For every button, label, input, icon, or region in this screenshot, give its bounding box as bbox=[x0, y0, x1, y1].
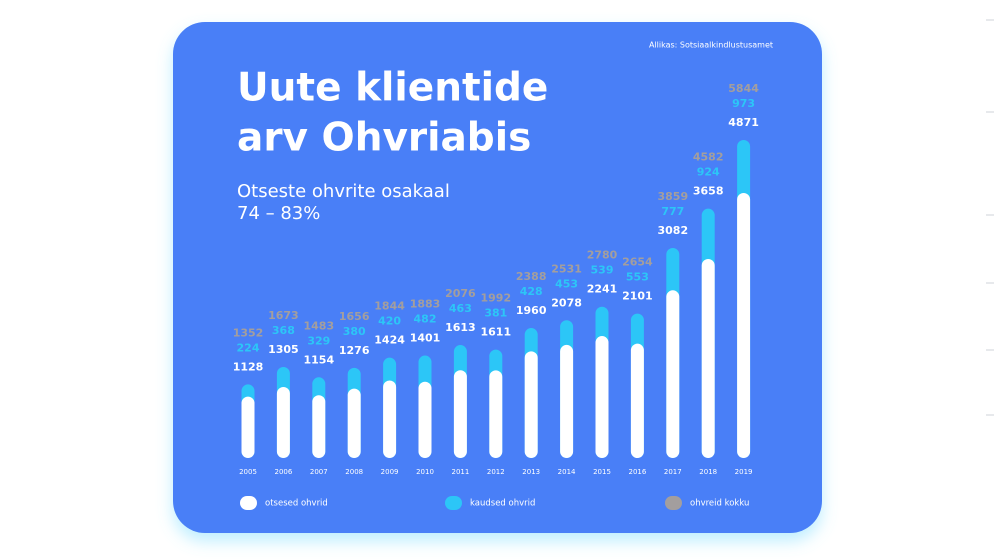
legend-label: ohvreid kokku bbox=[690, 499, 749, 509]
data-label: 2780 bbox=[587, 249, 618, 262]
x-tick-label: 2006 bbox=[274, 468, 292, 476]
data-label: 1154 bbox=[303, 353, 334, 366]
side-ticks bbox=[986, 19, 994, 416]
bar-segment bbox=[666, 290, 680, 458]
bar-segment bbox=[383, 380, 397, 458]
data-label: 1844 bbox=[374, 300, 405, 313]
data-label: 2654 bbox=[622, 256, 653, 269]
data-label: 1611 bbox=[480, 326, 511, 339]
subtitle: Otseste ohvrite osakaal bbox=[237, 181, 450, 202]
x-tick-label: 2012 bbox=[487, 468, 505, 476]
data-label: 1305 bbox=[268, 343, 299, 356]
data-label: 4871 bbox=[728, 116, 759, 129]
data-label: 2241 bbox=[587, 283, 618, 296]
data-label: 1883 bbox=[410, 298, 441, 311]
legend-swatch bbox=[240, 496, 257, 510]
data-label: 553 bbox=[626, 271, 649, 284]
data-label: 482 bbox=[414, 313, 437, 326]
bar-segment bbox=[276, 386, 290, 458]
data-label: 380 bbox=[343, 325, 366, 338]
x-tick-label: 2017 bbox=[664, 468, 682, 476]
bar-segment bbox=[453, 370, 467, 458]
data-label: 368 bbox=[272, 324, 295, 337]
x-tick-label: 2008 bbox=[345, 468, 363, 476]
data-label: 463 bbox=[449, 302, 472, 315]
chart-title: arv Ohvriabis bbox=[237, 116, 531, 161]
data-label: 539 bbox=[591, 264, 614, 277]
bar-segment bbox=[701, 258, 715, 458]
data-label: 3658 bbox=[693, 185, 724, 198]
data-label: 381 bbox=[484, 307, 507, 320]
bar-segment bbox=[347, 388, 361, 458]
legend-label: kaudsed ohvrid bbox=[470, 499, 535, 509]
legend-label: otsesed ohvrid bbox=[265, 499, 328, 509]
data-label: 420 bbox=[378, 315, 401, 328]
x-tick-label: 2013 bbox=[522, 468, 540, 476]
data-label: 1424 bbox=[374, 334, 405, 347]
x-tick-label: 2010 bbox=[416, 468, 434, 476]
data-label: 2531 bbox=[551, 262, 582, 275]
data-label: 2101 bbox=[622, 290, 653, 303]
data-label: 2078 bbox=[551, 296, 582, 309]
x-tick-label: 2015 bbox=[593, 468, 611, 476]
data-label: 1128 bbox=[233, 360, 264, 373]
x-tick-label: 2011 bbox=[451, 468, 469, 476]
data-label: 1992 bbox=[480, 292, 511, 305]
data-label: 777 bbox=[661, 205, 684, 218]
data-label: 3859 bbox=[657, 190, 688, 203]
data-label: 224 bbox=[237, 341, 260, 354]
data-label: 1656 bbox=[339, 310, 370, 323]
data-label: 428 bbox=[520, 285, 543, 298]
bar-segment bbox=[737, 192, 751, 458]
data-label: 453 bbox=[555, 277, 578, 290]
data-label: 1613 bbox=[445, 321, 476, 334]
x-tick-label: 2005 bbox=[239, 468, 257, 476]
data-label: 329 bbox=[307, 334, 330, 347]
chart-title: Uute klientide bbox=[237, 66, 548, 111]
bar-segment bbox=[560, 344, 574, 458]
x-tick-label: 2018 bbox=[699, 468, 717, 476]
legend-swatch bbox=[665, 496, 682, 510]
data-label: 2076 bbox=[445, 287, 476, 300]
x-tick-label: 2016 bbox=[628, 468, 646, 476]
x-tick-label: 2007 bbox=[310, 468, 328, 476]
subtitle: 74 – 83% bbox=[237, 203, 320, 224]
bar-segment bbox=[630, 343, 644, 458]
data-label: 1960 bbox=[516, 304, 547, 317]
data-label: 1673 bbox=[268, 309, 299, 322]
bar-segment bbox=[241, 396, 255, 458]
x-tick-label: 2014 bbox=[558, 468, 576, 476]
legend-swatch bbox=[445, 496, 462, 510]
data-label: 1276 bbox=[339, 344, 370, 357]
data-label: 973 bbox=[732, 97, 755, 110]
source: Allikas: Sotsiaalkindlustusamet bbox=[649, 41, 773, 50]
data-label: 5844 bbox=[728, 82, 759, 95]
x-tick-label: 2009 bbox=[381, 468, 399, 476]
bar-segment bbox=[418, 381, 432, 458]
bar-segment bbox=[595, 336, 609, 458]
bar-segment bbox=[312, 395, 326, 458]
data-label: 924 bbox=[697, 166, 720, 179]
data-label: 1352 bbox=[233, 326, 264, 339]
data-label: 4582 bbox=[693, 151, 724, 164]
data-label: 2388 bbox=[516, 270, 547, 283]
card bbox=[173, 22, 822, 533]
bar-segment bbox=[489, 370, 503, 458]
data-label: 3082 bbox=[657, 224, 688, 237]
data-label: 1401 bbox=[410, 332, 441, 345]
bar-segment bbox=[524, 351, 538, 458]
data-label: 1483 bbox=[303, 319, 334, 332]
x-tick-label: 2019 bbox=[735, 468, 753, 476]
